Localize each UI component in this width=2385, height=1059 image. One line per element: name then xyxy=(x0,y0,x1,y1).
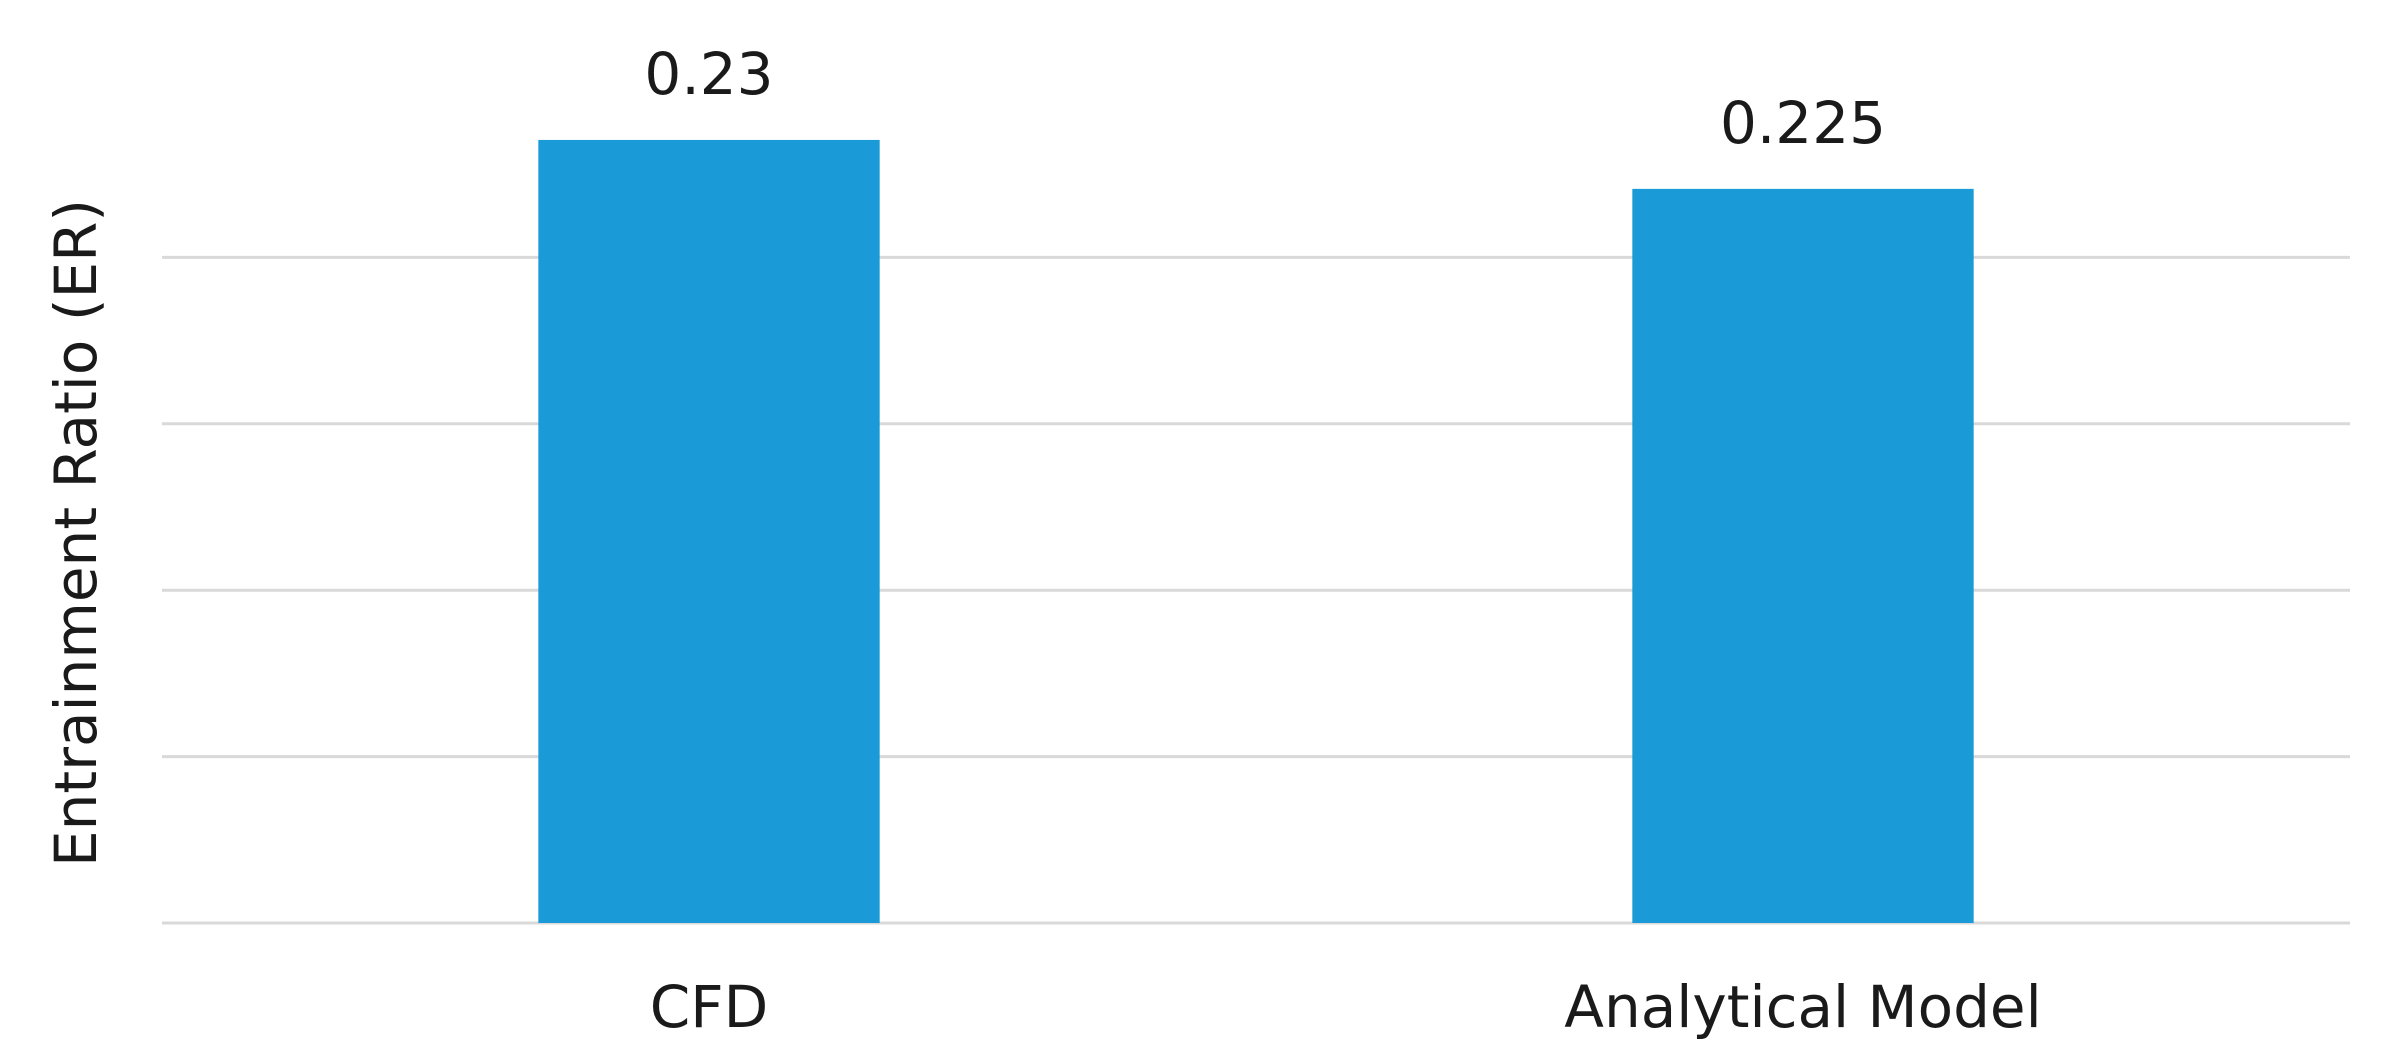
bar xyxy=(1632,188,1974,924)
x-tick-label: CFD xyxy=(650,973,769,1041)
bar xyxy=(538,139,880,924)
value-label: 0.23 xyxy=(644,40,773,108)
y-axis-label: Entrainment Ratio (ER) xyxy=(42,199,110,867)
x-tick-label: Analytical Model xyxy=(1564,973,2041,1041)
value-label: 0.225 xyxy=(1720,89,1886,157)
